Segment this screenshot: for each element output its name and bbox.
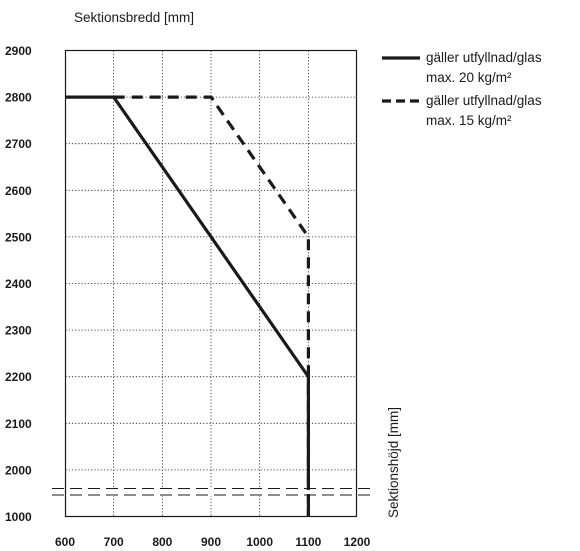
axis-break-knockout <box>305 490 312 494</box>
series-layer <box>65 95 312 517</box>
x-tick-labels: 600 700 800 900 1000 1100 1200 <box>55 535 371 549</box>
series-line-2 <box>113 95 310 517</box>
series-line-1 <box>65 95 310 517</box>
legend-label-1: gäller utfyllnad/glas <box>426 50 542 65</box>
y-tick-label: 2100 <box>5 417 32 431</box>
y-tick-label: 1000 <box>5 510 32 524</box>
x-tick-label: 900 <box>201 535 221 549</box>
y-tick-label: 2700 <box>5 137 32 151</box>
y-tick-label: 2300 <box>5 324 32 338</box>
x-tick-label: 1200 <box>344 535 371 549</box>
y-tick-label: 2800 <box>5 91 32 105</box>
legend-label-1: max. 20 kg/m² <box>426 70 512 85</box>
y-tick-label: 2400 <box>5 277 32 291</box>
legend-label-2: max. 15 kg/m² <box>426 113 512 128</box>
axis-break-marker <box>52 487 370 496</box>
x-axis-title: Sektionsbredd [mm] <box>74 10 194 25</box>
y-tick-label: 2900 <box>5 44 32 58</box>
axis-break-gap <box>52 487 370 496</box>
y-tick-label: 2200 <box>5 370 32 384</box>
legend: gäller utfyllnad/glas max. 20 kg/m² gäller… <box>382 50 542 128</box>
y-tick-label: 2600 <box>5 184 32 198</box>
y-tick-labels: 2900 2800 2700 2600 2500 2400 2300 2200 2100 2000… <box>5 44 32 524</box>
x-tick-label: 800 <box>152 535 172 549</box>
x-tick-label: 1000 <box>246 535 273 549</box>
y-axis-title: Sektionshöjd [mm] <box>386 407 401 518</box>
grid <box>65 50 357 517</box>
x-tick-label: 1100 <box>295 535 321 549</box>
y-tick-label: 2500 <box>5 230 32 244</box>
x-tick-label: 600 <box>55 535 75 549</box>
plot-frame <box>64 49 358 518</box>
x-tick-label: 700 <box>104 535 124 549</box>
y-tick-label: 2000 <box>5 463 32 477</box>
legend-label-2: gäller utfyllnad/glas <box>426 93 542 108</box>
